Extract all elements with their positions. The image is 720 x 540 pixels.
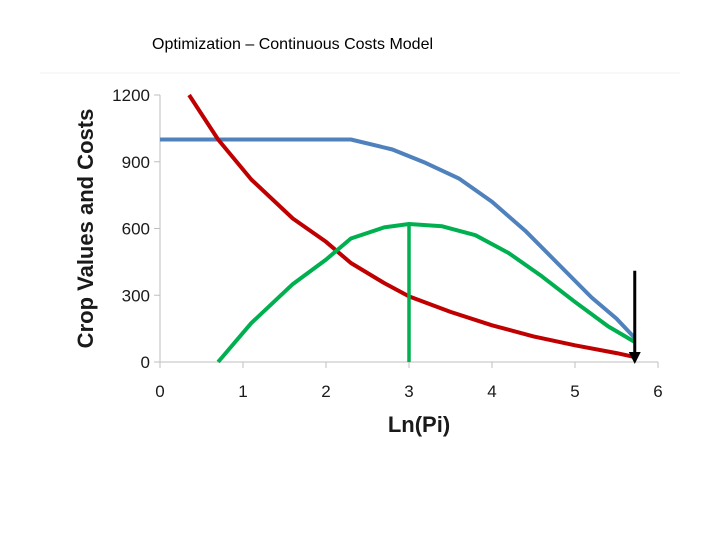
series-line-net-value: [216, 222, 636, 364]
y-tick-label: 900: [122, 153, 150, 172]
series-lines: [160, 93, 637, 364]
series-line-crop-value: [160, 137, 637, 340]
series-line-cost: [187, 93, 636, 360]
y-axis: 0 300 600 900 1200: [112, 86, 161, 372]
x-axis-title: Ln(Pi): [388, 412, 450, 437]
x-tick-label: 6: [653, 382, 662, 401]
x-axis: 0 1 2 3 4 5 6: [155, 361, 663, 401]
x-tick-label: 0: [155, 382, 164, 401]
y-tick-label: 300: [122, 286, 150, 305]
x-tick-label: 3: [404, 382, 413, 401]
y-tick-label: 600: [122, 220, 150, 239]
x-tick-label: 5: [570, 382, 579, 401]
y-axis-title: Crop Values and Costs: [73, 109, 98, 349]
x-tick-label: 4: [487, 382, 496, 401]
slide-title: Optimization – Continuous Costs Model: [152, 36, 434, 53]
y-tick-label: 0: [141, 353, 150, 372]
x-tick-label: 1: [238, 382, 247, 401]
x-tick-label: 2: [321, 382, 330, 401]
y-tick-label: 1200: [112, 86, 150, 105]
annotations: [407, 224, 641, 364]
